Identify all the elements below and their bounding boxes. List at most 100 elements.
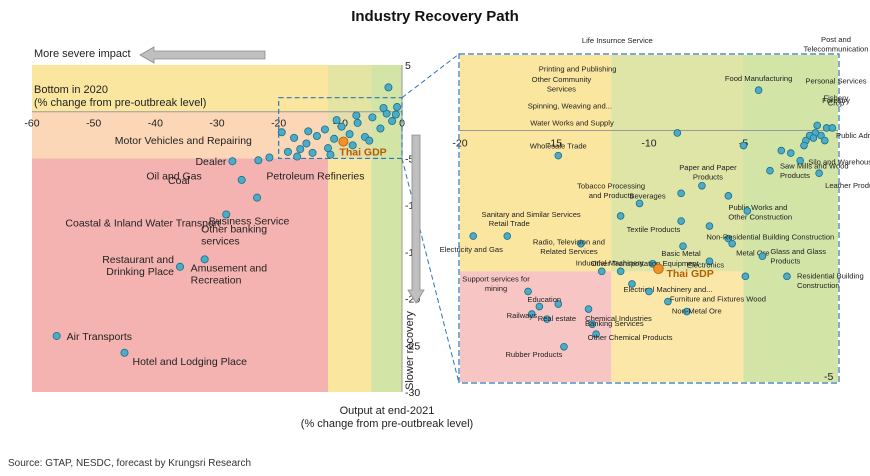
- data-point: [237, 175, 246, 184]
- zoom-frame: [458, 53, 840, 384]
- zoom-zone-fast: [743, 55, 838, 382]
- severity-arrow: [139, 46, 266, 64]
- point-label: services: [201, 236, 240, 248]
- zoom-point-label: Telecommunication: [804, 44, 869, 53]
- source-note: Source: GTAP, NESDC, forecast by Krungsr…: [8, 458, 252, 469]
- zoom-point-label: Education: [527, 295, 561, 304]
- zoom-connector-bottom: [401, 158, 460, 384]
- zoom-point-label: Wholesale Trade: [530, 142, 587, 151]
- point-label: Coal: [168, 175, 190, 187]
- zoom-data-point: [597, 267, 606, 276]
- zoom-data-point: [724, 234, 733, 243]
- zoom-point-label: Industrial Machinery: [576, 258, 644, 267]
- zoom-thai-gdp-point: [653, 263, 664, 275]
- zoom-point-label: Glass and Glass: [770, 247, 826, 256]
- zoom-data-point: [698, 182, 706, 190]
- zoom-point-label: and Products: [589, 191, 634, 200]
- zone-severe: [32, 158, 328, 392]
- zoom-data-point: [783, 272, 791, 281]
- point-label: Amusement and: [191, 262, 268, 274]
- zoom-point-label: Non-Metal Ore: [672, 307, 722, 316]
- zoom-region-box: [278, 97, 403, 160]
- zoom-point-label: Personal Services: [805, 76, 866, 85]
- zoom-point-label: Tobacco Processing: [577, 181, 645, 190]
- zoom-zone-severe: [460, 271, 612, 382]
- zoom-point-label: Life Insurnce Service: [582, 36, 653, 45]
- zoom-point-label: Products: [780, 171, 810, 180]
- zoom-point-label: Real estate: [538, 314, 576, 323]
- zoom-y-tick-label: -5: [824, 371, 833, 383]
- zoom-data-point: [616, 212, 625, 220]
- main-plot-background: [32, 65, 402, 392]
- zoom-point-label: Textile Products: [627, 225, 681, 234]
- recovery-arrow: [407, 134, 425, 304]
- zoom-point-label: Leather Products: [825, 181, 870, 190]
- zoom-data-point: [682, 307, 691, 316]
- data-point: [200, 255, 209, 264]
- zoom-point-label: Post and: [821, 35, 851, 44]
- main-x-tick-label: -30: [209, 118, 224, 130]
- zoom-point-label: Thai GDP: [666, 268, 713, 280]
- output-2021-note: Output at end-2021 (% change from pre-ou…: [300, 405, 474, 430]
- bottom-2020-note: Bottom in 2020 (% change from pre-outbre…: [34, 84, 207, 109]
- zoom-data-point: [705, 257, 714, 266]
- zoom-data-point: [664, 297, 672, 306]
- zoom-point-label: Services: [547, 85, 576, 94]
- zoom-data-point: [673, 129, 682, 137]
- zoom-data-point: [786, 149, 795, 157]
- zoom-point-label: Spinning, Weaving and...: [528, 102, 612, 111]
- data-point: [277, 128, 286, 137]
- zone-fast-recovery: [371, 65, 402, 392]
- zoom-data-point: [588, 320, 597, 328]
- data-point: [320, 125, 329, 134]
- data-point: [379, 103, 388, 112]
- data-point: [120, 348, 129, 357]
- zoom-data-point: [743, 207, 752, 215]
- zoom-data-point: [524, 287, 532, 296]
- zoom-point-label: Sanitary and Similar Services: [482, 210, 581, 219]
- zoom-point-label: Furniture and Fixtures Wood: [670, 295, 766, 304]
- main-x-tick-label: 0: [399, 118, 405, 130]
- zoom-point-label: Banking Services: [585, 319, 644, 328]
- zoom-data-point: [800, 141, 808, 150]
- zoom-data-point: [577, 239, 585, 248]
- zoom-point-label: Silo and Warehouse: [808, 158, 870, 167]
- zoom-x-tick-label: -20: [452, 137, 467, 149]
- zoom-point-label: Products: [770, 257, 800, 266]
- data-point: [352, 111, 361, 120]
- data-point: [332, 116, 341, 125]
- zoom-point-label: Forestry: [822, 96, 850, 105]
- zoom-data-point: [645, 287, 653, 296]
- point-label: Petroleum Refineries: [266, 170, 364, 182]
- slower-recovery-note: Slower recovery: [404, 311, 416, 390]
- data-point: [368, 113, 377, 122]
- zoom-point-label: Other Chemical Products: [588, 333, 673, 342]
- data-point: [330, 134, 339, 143]
- data-point: [312, 132, 321, 141]
- data-point: [345, 130, 354, 139]
- zoom-data-point: [754, 86, 763, 95]
- point-label: Drinking Place: [106, 266, 174, 278]
- zoom-point-label: Products: [693, 172, 723, 181]
- zoom-data-point: [724, 192, 733, 200]
- main-x-tick-label: -60: [24, 118, 39, 130]
- zoom-data-point: [820, 136, 829, 145]
- main-y-tick-label: -25: [405, 340, 420, 352]
- main-y-tick-label: -5: [405, 153, 414, 165]
- point-label: Thai GDP: [339, 147, 386, 159]
- zoom-point-label: Railways: [507, 311, 538, 320]
- point-label: Business Service: [209, 216, 290, 228]
- zoom-point-label: Chemical Industries: [585, 314, 652, 323]
- zoom-point-label: Beverages: [629, 191, 666, 200]
- data-point: [323, 144, 332, 153]
- point-label: Oil and Gas: [146, 170, 201, 182]
- main-y-tick-label: -30: [405, 387, 420, 399]
- zoom-point-label: Basic Metal: [661, 249, 701, 258]
- zoom-data-point: [679, 242, 687, 250]
- zoom-point-label: Retail Trade: [489, 219, 530, 228]
- data-point: [388, 117, 397, 126]
- zoom-point-label: Rubber Products: [505, 350, 562, 359]
- zoom-point-label: Public Works and: [728, 203, 787, 212]
- zoom-data-point: [677, 189, 685, 198]
- point-label: Restaurant and: [102, 254, 174, 266]
